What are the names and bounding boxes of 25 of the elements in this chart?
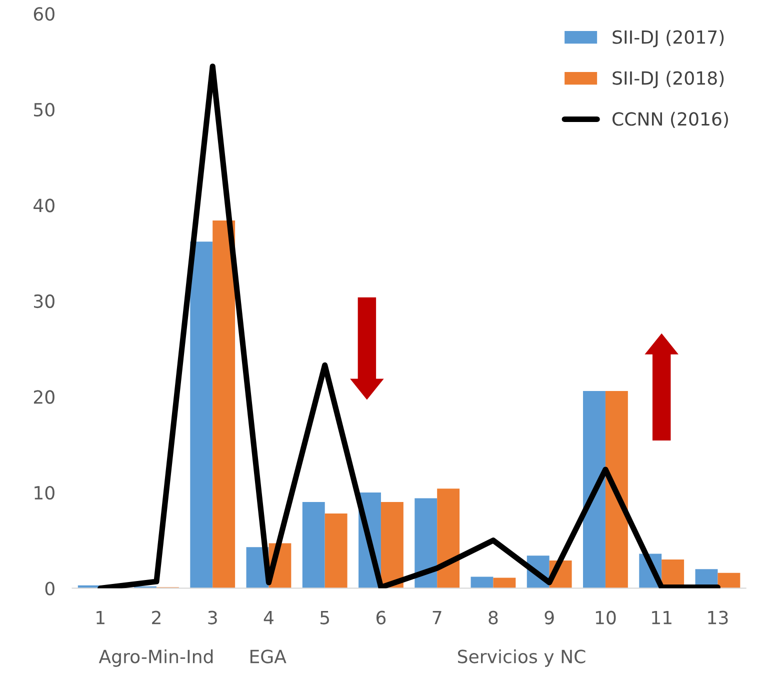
y-tick-label: 20 — [34, 390, 54, 404]
legend-label: SII-DJ (2017) — [612, 30, 724, 48]
x-tick-label: 10 — [596, 610, 616, 624]
legend-label: CCNN (2016) — [612, 112, 728, 128]
x-tick-label: 4 — [264, 611, 274, 624]
x-tick-label: 11 — [652, 611, 672, 624]
y-tick-label: 40 — [34, 198, 54, 212]
x-tick-label: 1 — [96, 611, 104, 624]
text: EGA — [250, 650, 286, 664]
x-tick-label: 5 — [320, 611, 330, 624]
x-tick-label: 6 — [376, 610, 386, 624]
x-tick-label: 13 — [708, 610, 728, 624]
text: Agro-Min-Ind — [98, 649, 213, 667]
y-tick-label: 60 — [34, 7, 54, 21]
x-tick-label: 3 — [208, 610, 217, 624]
x-tick-label: 8 — [488, 610, 498, 624]
y-tick-label: 10 — [34, 486, 54, 500]
x-tick-label: 7 — [432, 611, 442, 624]
y-tick-label: 30 — [34, 294, 54, 308]
legend-label: SII-DJ (2018) — [612, 70, 724, 88]
x-tick-label: 9 — [544, 610, 554, 624]
text: Servicios y NC — [458, 649, 586, 667]
y-tick-label: 50 — [34, 102, 54, 117]
x-tick-label: 2 — [152, 610, 160, 624]
y-tick-label: 0 — [45, 582, 54, 596]
